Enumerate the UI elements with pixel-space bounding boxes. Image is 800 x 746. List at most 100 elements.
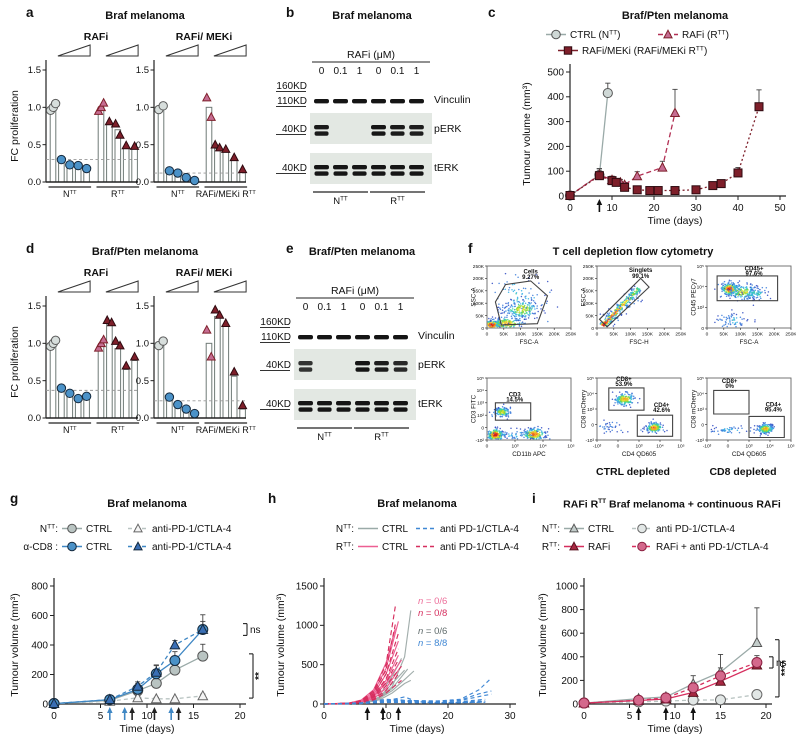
svg-text:anti-PD-1/CTLA-4: anti-PD-1/CTLA-4 [152, 542, 232, 553]
svg-text:0: 0 [567, 203, 573, 214]
panel-e-title: Braf/Pten melanoma [308, 246, 416, 258]
svg-text:RTT​: RTT​ [374, 432, 389, 443]
svg-text:CTRL (NTT​): CTRL (NTT​) [570, 30, 620, 42]
svg-text:n = 8/8: n = 8/8 [418, 638, 447, 649]
panel-c-line-chart: 0 100 200 300 400 500 0 10 20 30 40 50 Tumour volume… [521, 29, 786, 227]
svg-text:1.0: 1.0 [136, 103, 149, 114]
svg-text:53.9%: 53.9% [615, 382, 633, 388]
panel-d-letter: d [26, 241, 35, 256]
svg-text:10: 10 [606, 203, 618, 214]
svg-text:20: 20 [442, 711, 454, 722]
svg-text:800: 800 [561, 605, 578, 616]
svg-text:10⁴: 10⁴ [477, 388, 484, 394]
svg-text:CD45 PECy7: CD45 PECy7 [691, 278, 698, 316]
panel-f-title: T cell depletion flow cytometry [552, 246, 714, 258]
svg-text:Tumour volume (mm³): Tumour volume (mm³) [275, 593, 287, 696]
svg-text:Time (days): Time (days) [647, 723, 702, 735]
svg-text:500: 500 [547, 67, 564, 78]
svg-text:Time (days): Time (days) [389, 723, 444, 735]
svg-text:FC proliferation: FC proliferation [9, 90, 21, 162]
svg-text:200K: 200K [549, 332, 561, 338]
svg-text:600: 600 [561, 629, 578, 640]
svg-text:0: 0 [727, 444, 730, 450]
svg-text:0: 0 [591, 326, 594, 332]
svg-text:0.0: 0.0 [136, 413, 149, 424]
svg-text:Tumour volume (mm³): Tumour volume (mm³) [9, 593, 21, 696]
svg-text:1.0: 1.0 [136, 339, 149, 350]
flow-plot-ctrl-depleted: -10³ 0 10³ 10⁴ 10⁵ -10³ 0 10³ 10⁴ 10⁵ CD4 QD605 CD8… [581, 376, 685, 458]
svg-text:1.5: 1.5 [136, 65, 149, 76]
svg-text:10: 10 [380, 711, 392, 722]
svg-text:0.1: 0.1 [375, 302, 389, 313]
svg-text:RAFi: RAFi [84, 267, 109, 279]
svg-text:0: 0 [706, 332, 709, 338]
svg-text:NTT​: NTT​ [63, 425, 77, 435]
svg-text:0: 0 [312, 699, 318, 710]
panel-b: b Braf melanoma RAFi (μM) 0 0.1 1 0 0.1 1 160KD… [256, 4, 482, 236]
panel-g-title: Braf melanoma [107, 498, 187, 510]
svg-text:-10²: -10² [475, 438, 484, 444]
svg-text:1500: 1500 [296, 581, 319, 592]
svg-text:15: 15 [715, 711, 727, 722]
panel-d: d Braf/Pten melanoma FC proliferation 0.0… [8, 240, 256, 486]
svg-text:CTRL: CTRL [382, 524, 409, 535]
svg-text:CD3: CD3 [509, 393, 522, 399]
svg-text:200K: 200K [473, 276, 485, 282]
svg-text:10⁴: 10⁴ [697, 284, 704, 290]
svg-text:5: 5 [98, 711, 104, 722]
panel-e: e Braf/Pten melanoma RAFi (μM) 0 0.1 1 0 0.1 1… [256, 240, 468, 486]
svg-text:0.1: 0.1 [391, 66, 405, 77]
svg-text:0: 0 [701, 326, 704, 332]
svg-text:0%: 0% [725, 384, 734, 390]
svg-text:****: **** [780, 660, 791, 676]
svg-text:Time (days): Time (days) [647, 215, 702, 227]
svg-text:0.5: 0.5 [136, 140, 149, 151]
panel-i: i RAFi RTT Braf melanoma + continuous RA… [532, 492, 798, 744]
svg-text:10³: 10³ [697, 305, 704, 311]
svg-text:1: 1 [357, 66, 363, 77]
svg-text:Singlets: Singlets [629, 268, 653, 274]
svg-text:0: 0 [596, 332, 599, 338]
svg-text:0.5: 0.5 [28, 376, 41, 387]
svg-text:tERK: tERK [434, 162, 459, 174]
svg-text:0.5: 0.5 [136, 376, 149, 387]
svg-text:10⁴: 10⁴ [587, 391, 594, 397]
svg-text:Cells: Cells [524, 269, 539, 275]
svg-text:95.4%: 95.4% [765, 407, 783, 413]
svg-text:150K: 150K [532, 332, 544, 338]
svg-text:40KD: 40KD [266, 399, 291, 410]
svg-text:97.6%: 97.6% [746, 271, 764, 277]
panel-i-title: RAFi RTT Braf melanoma + continuous RAFi [563, 498, 781, 511]
svg-text:pERK: pERK [434, 123, 461, 135]
svg-text:0.0: 0.0 [28, 177, 41, 188]
panel-e-western-blot: RAFi (μM) 0 0.1 1 0 0.1 1 160KD 110KD Vinculin 40K… [260, 285, 455, 443]
svg-text:α-CD8 :: α-CD8 : [23, 542, 58, 553]
panel-g: g Braf melanoma 0 200 400 600 800 0 5 10 15 20 Tum… [4, 492, 264, 744]
panel-b-title: Braf melanoma [332, 10, 412, 22]
panel-i-letter: i [532, 491, 536, 506]
svg-text:0.0: 0.0 [28, 413, 41, 424]
svg-text:n = 0/8: n = 0/8 [418, 608, 447, 619]
svg-text:1: 1 [398, 302, 404, 313]
flow-plot-singlets: 0 50K 100K 150K 200K 250K 0 50K 100K 150K 200K 250K… [581, 264, 687, 346]
svg-text:RAFi: RAFi [588, 542, 610, 553]
svg-text:RAFi/MEKi RTT​: RAFi/MEKi RTT​ [196, 425, 256, 435]
svg-text:CD45+: CD45+ [745, 266, 764, 272]
svg-text:Tumour volume (mm³): Tumour volume (mm³) [521, 82, 533, 185]
svg-text:99.1%: 99.1% [632, 274, 650, 280]
svg-text:100K: 100K [735, 332, 747, 338]
svg-text:CD4+: CD4+ [766, 403, 782, 409]
svg-text:RTT​: RTT​ [111, 425, 125, 435]
svg-text:-10³: -10³ [703, 444, 712, 450]
panel-a-letter: a [26, 5, 34, 20]
panel-a-bar-chart: FC proliferation 0.0 0.5 1.0 1.5 RAFi NTT​ RTT​… [9, 31, 256, 199]
svg-text:42.6%: 42.6% [653, 408, 671, 414]
svg-text:10⁴: 10⁴ [766, 444, 773, 450]
panel-h: h Braf melanoma 0 500 1000 1500 0 10 20 30 Tumou… [268, 492, 530, 744]
svg-text:1.0: 1.0 [28, 103, 41, 114]
svg-text:10⁴: 10⁴ [539, 444, 546, 450]
svg-text:Tumour volume (mm³): Tumour volume (mm³) [537, 593, 549, 696]
panel-b-letter: b [286, 5, 295, 20]
svg-text:CTRL: CTRL [382, 542, 409, 553]
